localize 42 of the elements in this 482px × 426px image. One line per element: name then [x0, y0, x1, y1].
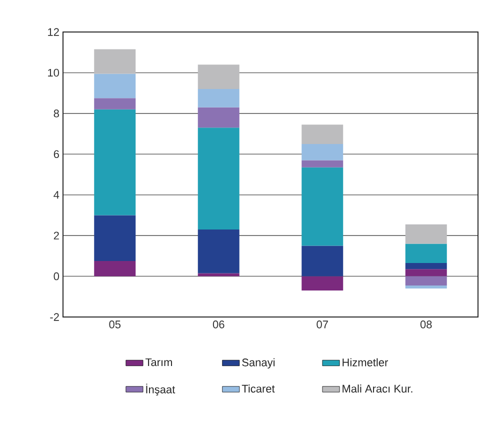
- bar: [94, 74, 136, 98]
- x-tick-label: 07: [316, 320, 328, 328]
- bar: [405, 263, 447, 270]
- bar: [94, 261, 136, 276]
- bar: [94, 49, 136, 74]
- bar: [198, 128, 240, 230]
- bar: [198, 229, 240, 274]
- bar: [302, 246, 344, 276]
- y-tick-label: 8: [54, 110, 59, 118]
- bar: [302, 276, 344, 291]
- bar: [198, 273, 240, 276]
- bar: [405, 276, 447, 286]
- y-tick-label: -2: [50, 313, 59, 321]
- bar: [302, 124, 344, 144]
- x-tick-label: 08: [420, 320, 432, 328]
- legend-label: Sanayi: [242, 358, 275, 368]
- legend-label: Tarım: [145, 358, 172, 366]
- y-tick-label: 2: [54, 232, 59, 240]
- bar: [198, 64, 240, 89]
- bar: [198, 89, 240, 108]
- bar: [302, 167, 344, 246]
- bar: [198, 107, 240, 128]
- y-tick-label: 0: [54, 272, 60, 280]
- bar: [94, 215, 136, 262]
- x-tick-label: 05: [109, 320, 121, 328]
- bar: [302, 144, 344, 160]
- y-tick-label: 12: [48, 28, 59, 36]
- y-tick-label: 6: [54, 150, 59, 158]
- bar: [405, 269, 447, 276]
- bar: [94, 98, 136, 110]
- y-tick-label: 4: [54, 191, 60, 199]
- bar: [405, 285, 447, 289]
- x-tick-label: 06: [212, 320, 224, 328]
- bar: [94, 109, 136, 216]
- legend-label: Hizmetler: [342, 358, 388, 366]
- legend-label: Ticaret: [242, 384, 275, 393]
- legend-label: Mali Aracı Kur.: [342, 384, 412, 393]
- legend-label: İnşaat: [146, 384, 176, 396]
- bar: [302, 160, 344, 168]
- y-tick-label: 10: [48, 68, 60, 77]
- bar: [405, 224, 447, 244]
- bar: [405, 244, 447, 264]
